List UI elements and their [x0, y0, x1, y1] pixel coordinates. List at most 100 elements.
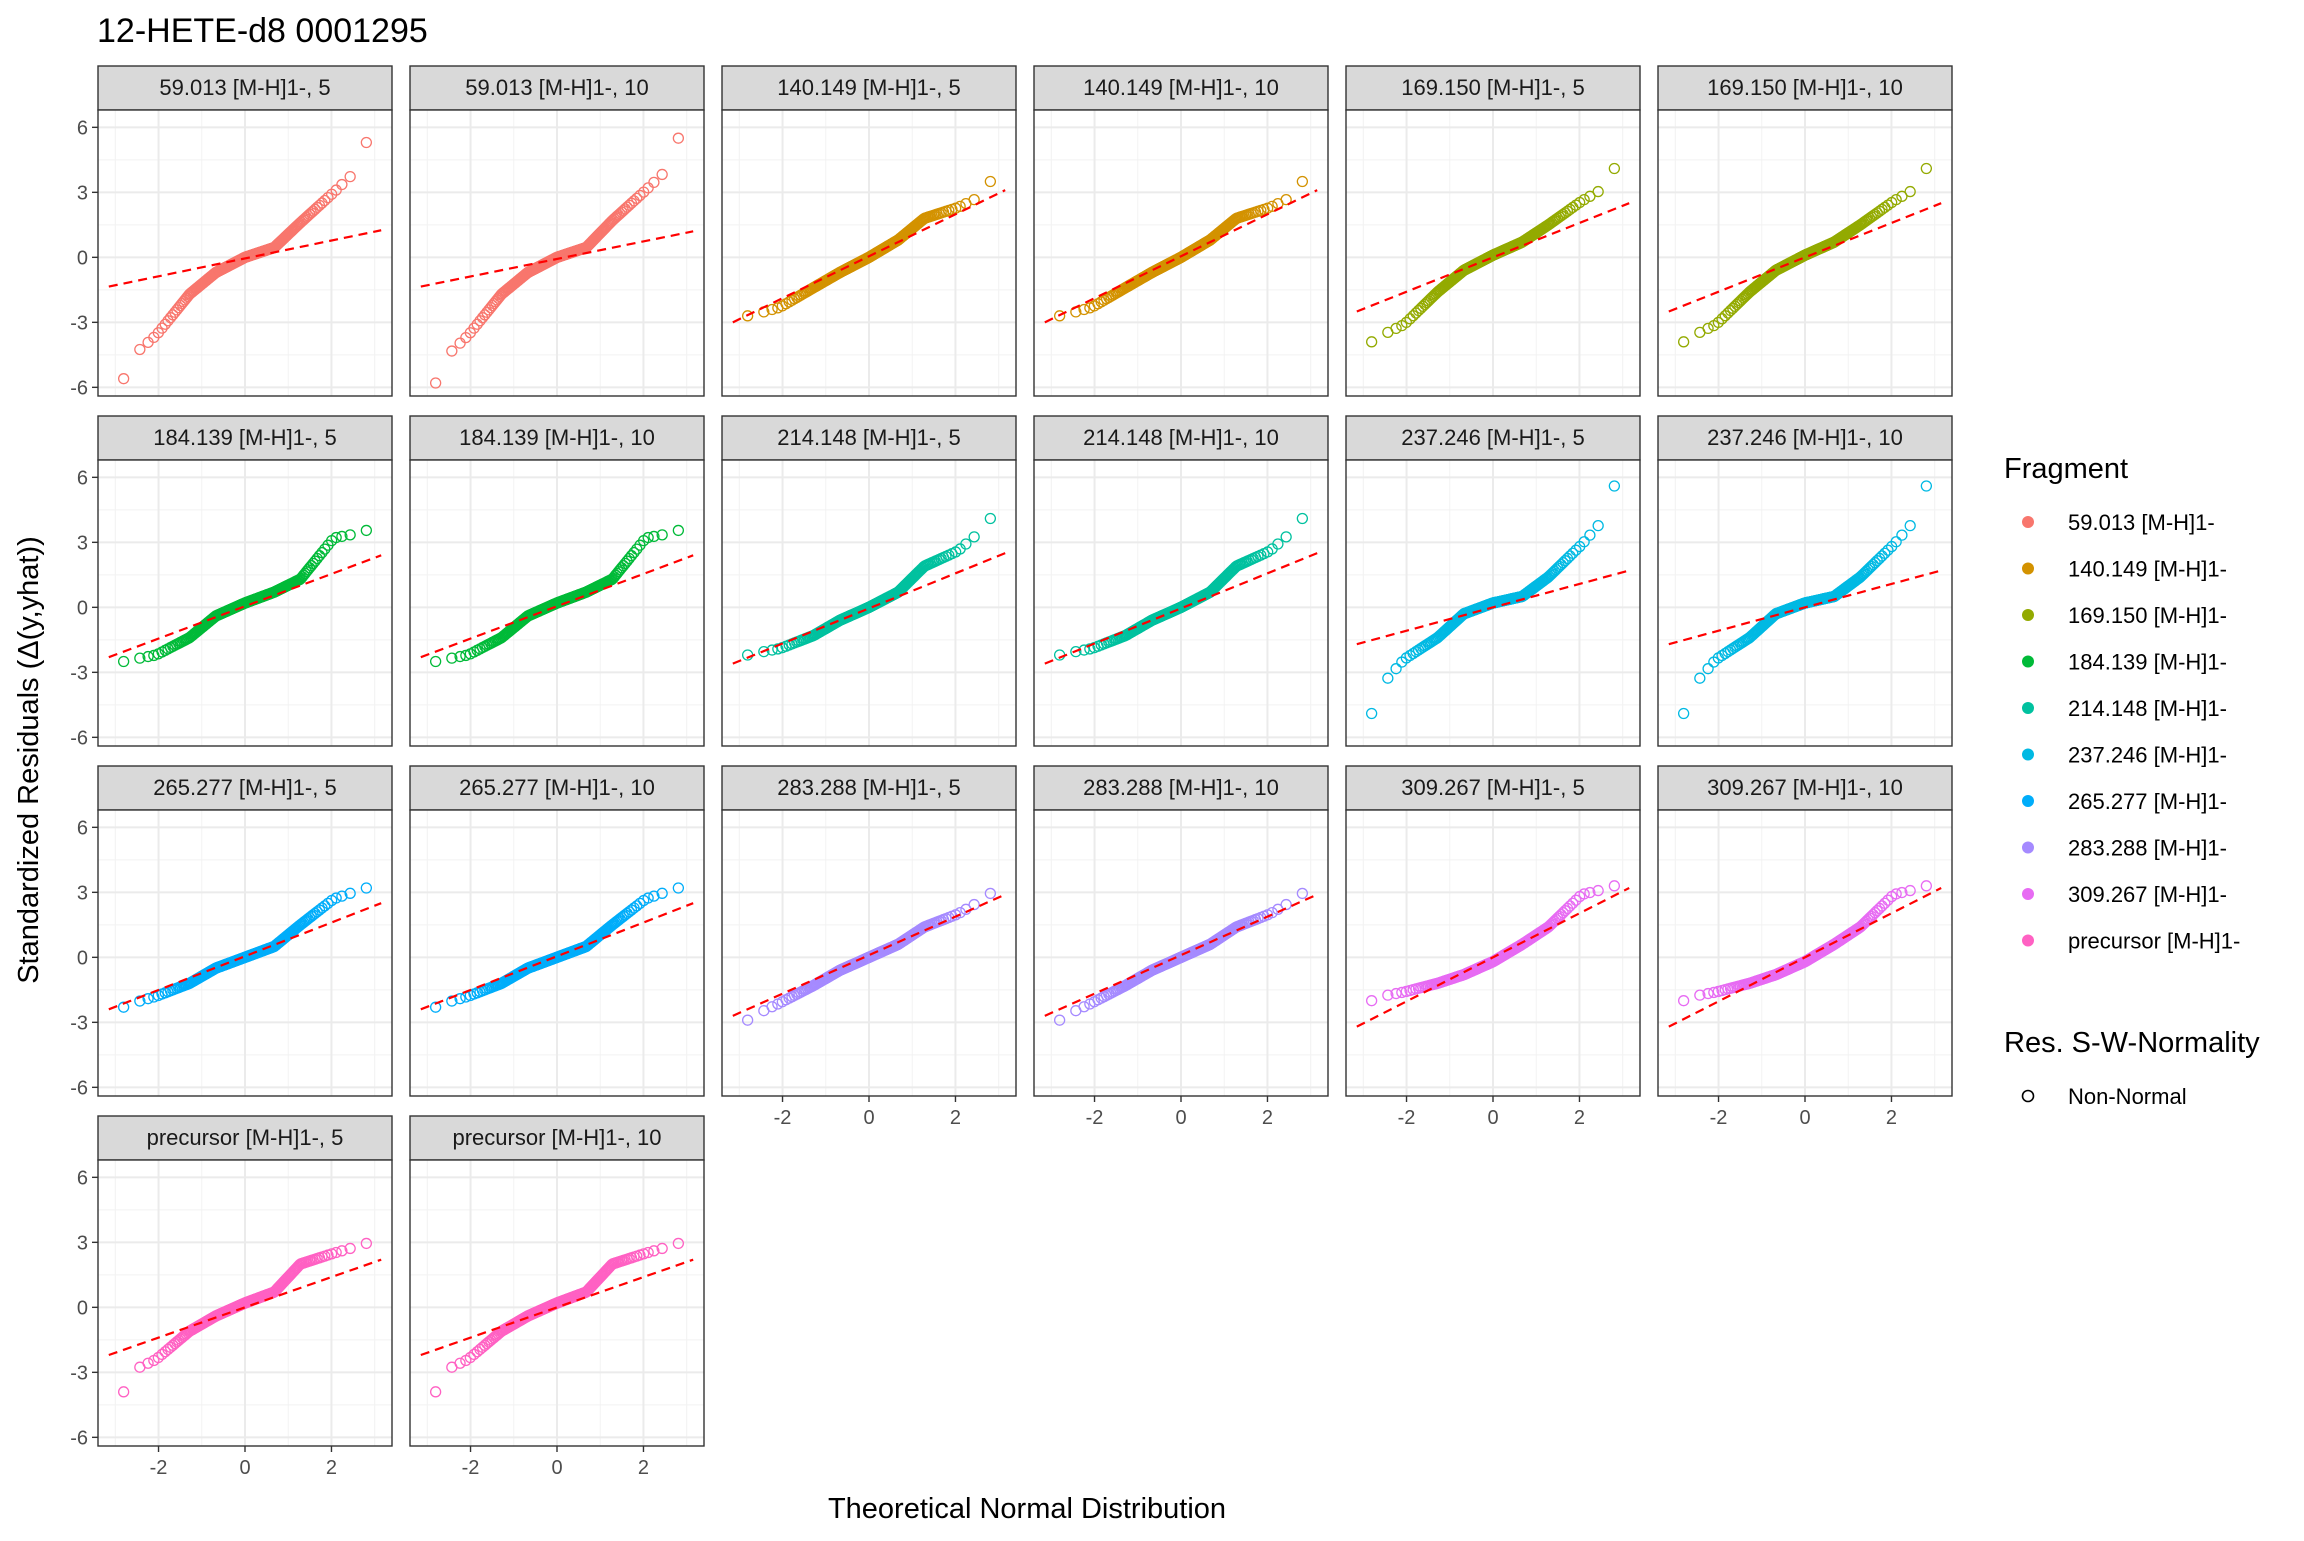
x-tick-label: -2	[462, 1457, 480, 1479]
data-point	[766, 303, 778, 316]
facet-strip	[1657, 415, 1953, 461]
y-tick-label: 0	[77, 1297, 88, 1319]
data-point	[1404, 649, 1416, 662]
reference-line	[420, 902, 694, 1011]
legend-key-dot	[2022, 841, 2034, 854]
data-point	[142, 650, 154, 663]
data-point	[344, 887, 356, 899]
data-point	[1415, 302, 1427, 314]
data-point	[1677, 707, 1690, 720]
facet-label: precursor [M-H]1-, 5	[147, 1125, 344, 1150]
data-point	[648, 530, 660, 543]
facet-strip	[409, 65, 705, 111]
y-tick-label: -3	[70, 662, 88, 684]
data-point	[1904, 185, 1916, 198]
reference-line	[1044, 189, 1318, 324]
panel-border	[1033, 109, 1329, 397]
panel-border	[1033, 459, 1329, 747]
panel-border	[721, 459, 1017, 747]
legend-key-dot	[2022, 562, 2034, 575]
data-point	[454, 650, 466, 663]
data-point	[322, 897, 334, 910]
panel-border	[97, 459, 393, 747]
panel-border	[1345, 459, 1641, 747]
facet-strip	[1657, 65, 1953, 111]
legend-label: 237.246 [M-H]1-	[2068, 743, 2227, 768]
data-point	[1592, 519, 1604, 532]
data-point	[984, 175, 997, 188]
facet-label: 309.267 [M-H]1-, 5	[1401, 775, 1584, 800]
data-point	[642, 531, 654, 544]
data-point	[1702, 663, 1714, 675]
legend-key-dot	[2022, 888, 2034, 900]
data-point	[1053, 1014, 1066, 1026]
data-point	[117, 1001, 130, 1013]
legend: Fragment 59.013 [M-H]1- 140.149 [M-H]1- 169…	[2004, 453, 2260, 1109]
data-point	[1879, 547, 1891, 559]
data-point	[307, 205, 319, 217]
data-point	[1608, 480, 1621, 492]
facet-panel: 265.277 [M-H]1-, 5 -6 -3 0 3 6	[70, 765, 393, 1099]
data-point	[656, 887, 668, 899]
x-tick-label: -2	[1086, 1107, 1104, 1129]
data-point	[766, 1001, 778, 1013]
data-point	[1553, 560, 1565, 573]
data-point	[1920, 162, 1933, 175]
data-point	[1896, 529, 1908, 541]
y-tick-label: 3	[77, 182, 88, 204]
data-point	[134, 652, 146, 664]
data-point	[446, 995, 458, 1007]
facet-panel: 309.267 [M-H]1-, 5 -2 0 2	[1345, 765, 1641, 1129]
data-point	[1867, 558, 1879, 571]
legend-key-dot	[2022, 934, 2034, 947]
facet-panel: 237.246 [M-H]1-, 5	[1345, 415, 1641, 747]
data-point	[1608, 162, 1621, 175]
legend-label: 169.150 [M-H]1-	[2068, 603, 2227, 628]
data-point	[156, 322, 168, 334]
data-point	[1570, 544, 1582, 556]
data-point	[1365, 336, 1378, 348]
panel-border	[409, 109, 705, 397]
facet-label: 169.150 [M-H]1-, 5	[1401, 75, 1584, 100]
data-point	[1078, 1001, 1090, 1013]
y-tick-label: -6	[70, 1077, 88, 1099]
facet-label: 237.246 [M-H]1-, 10	[1707, 425, 1903, 450]
data-point	[1272, 538, 1284, 550]
y-tick-label: 6	[77, 467, 88, 489]
legend-title-normality: Res. S-W-Normality	[2004, 1027, 2260, 1059]
legend-key-dot	[2022, 655, 2034, 668]
facet-panel: 169.150 [M-H]1-, 10	[1657, 65, 1953, 397]
data-point	[672, 132, 685, 144]
data-point	[1592, 185, 1604, 198]
legend-label: precursor [M-H]1-	[2068, 929, 2240, 954]
data-point	[446, 652, 458, 664]
facet-strip	[1345, 65, 1641, 111]
facet-strip	[1033, 65, 1329, 111]
reference-line	[108, 902, 382, 1011]
data-point	[968, 898, 980, 911]
data-point	[1404, 313, 1416, 325]
data-point	[429, 1001, 442, 1013]
panel-border	[409, 459, 705, 747]
x-tick-label: 2	[1886, 1107, 1897, 1129]
data-point	[1070, 645, 1082, 658]
data-point	[1712, 316, 1724, 329]
x-tick-label: 0	[863, 1107, 874, 1129]
facet-label: 214.148 [M-H]1-, 10	[1083, 425, 1279, 450]
data-point	[446, 345, 458, 357]
data-point	[319, 194, 331, 207]
data-point	[1716, 649, 1728, 662]
data-point	[1677, 336, 1690, 348]
legend-key-dot	[2022, 609, 2034, 621]
facet-panel: 184.139 [M-H]1-, 10	[409, 415, 705, 747]
data-point	[360, 136, 373, 149]
facet-strip	[97, 765, 393, 811]
data-point	[319, 543, 331, 555]
facet-panel: 169.150 [M-H]1-, 5	[1345, 65, 1641, 397]
panel-border	[97, 109, 393, 397]
facet-label: 169.150 [M-H]1-, 10	[1707, 75, 1903, 100]
x-tick-label: 2	[638, 1457, 649, 1479]
legend-key-dot	[2022, 702, 2034, 714]
data-point	[429, 655, 442, 668]
